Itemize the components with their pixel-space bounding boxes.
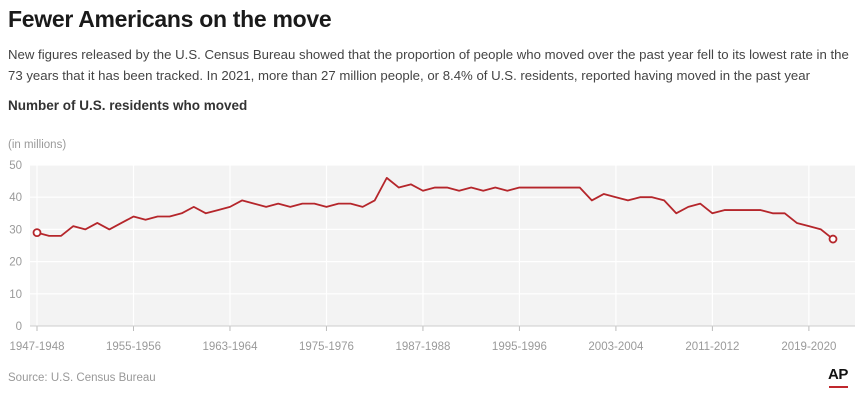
x-tick-label-4: 1987-1988 [395,341,450,353]
series-line [36,176,834,240]
x-tick-label-1: 1955-1956 [106,341,161,353]
y-tick-label-20: 20 [9,257,22,269]
plot-background [30,165,855,326]
start-point-marker [32,228,42,238]
unit-label: (in millions) [8,139,66,151]
y-tick-label-0: 0 [16,321,22,333]
ap-logo: AP [828,366,848,383]
ap-logo-underline [829,386,848,388]
x-tick-label-2: 1963-1964 [202,341,258,353]
x-tick-label-8: 2019-2020 [781,341,836,353]
source-note: Source: U.S. Census Bureau [8,372,156,384]
chart-subtitle: New figures released by the U.S. Census … [8,47,849,83]
x-tick-label-0: 1947-1948 [10,341,65,353]
y-tick-label-10: 10 [9,289,22,301]
end-point-marker [828,234,838,244]
y-tick-label-30: 30 [9,224,22,236]
x-tick-label-6: 2003-2004 [588,341,644,353]
y-tick-label-40: 40 [9,192,22,204]
x-tick-label-3: 1975-1976 [299,341,354,353]
y-tick-label-50: 50 [9,160,22,172]
chart-metric-label: Number of U.S. residents who moved [8,98,248,113]
x-tick-label-5: 1995-1996 [492,341,547,353]
chart-title: Fewer Americans on the move [8,6,332,32]
x-tick-label-7: 2011-2012 [685,341,739,353]
